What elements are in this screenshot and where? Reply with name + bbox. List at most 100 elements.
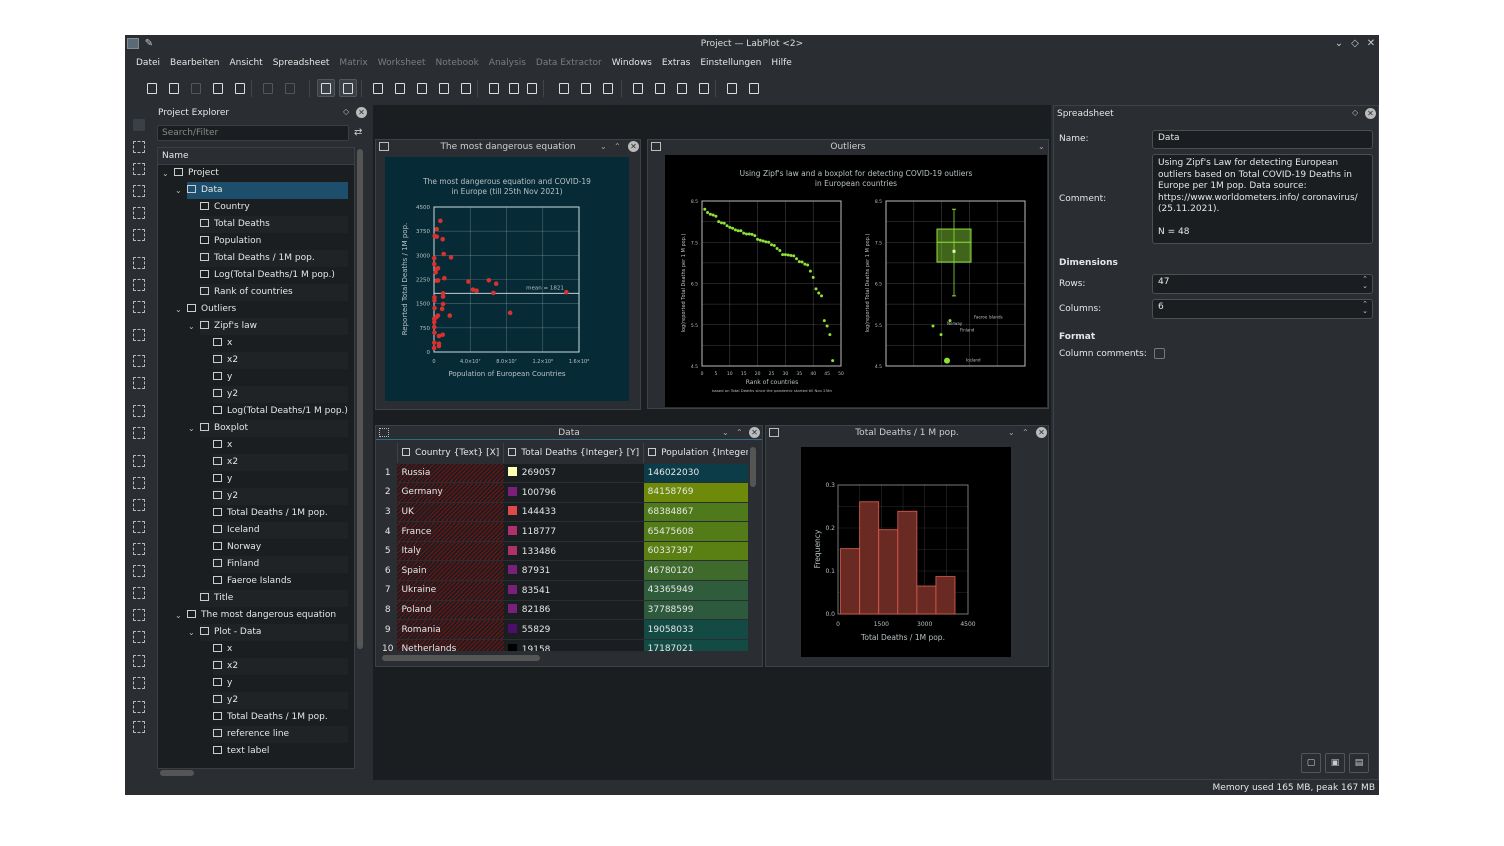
row-number[interactable]: 7 — [378, 580, 398, 601]
menu-einstellungen[interactable]: Einstellungen — [700, 58, 762, 68]
new-matrix-button[interactable] — [391, 79, 409, 97]
tree-item[interactable]: x2 — [213, 352, 348, 369]
sort-ascending-button[interactable] — [723, 79, 741, 97]
tree-item[interactable]: reference line — [213, 726, 348, 743]
data-point[interactable] — [770, 243, 773, 247]
maximize-icon[interactable]: ⌃ — [736, 428, 743, 437]
cell-total-deaths[interactable]: 55829 — [503, 619, 644, 640]
minimize-icon[interactable]: ⌄ — [600, 142, 607, 151]
tree-item[interactable]: x — [213, 641, 348, 658]
chevron-down-icon[interactable]: ⌄ — [188, 628, 195, 637]
worksheet-tool-12-icon[interactable] — [133, 377, 145, 389]
cell-total-deaths[interactable]: 100796 — [503, 482, 644, 503]
data-point[interactable] — [440, 236, 445, 242]
cell-total-deaths[interactable]: 144433 — [503, 502, 644, 523]
scatter-chart-dangerous-equation[interactable]: The most dangerous equation and COVID-19… — [385, 157, 629, 401]
data-point[interactable] — [820, 294, 824, 298]
minimize-icon[interactable]: ⌄ — [722, 428, 729, 437]
data-point[interactable] — [808, 269, 812, 273]
data-point[interactable] — [750, 232, 754, 236]
row-number[interactable]: 6 — [378, 560, 398, 582]
data-point[interactable] — [432, 298, 437, 303]
column-header[interactable]: Total Deaths {Integer} [Y] — [503, 443, 645, 464]
cell-population[interactable]: 68384867 — [643, 502, 748, 523]
cell-country[interactable]: Italy — [397, 541, 504, 562]
data-point[interactable] — [474, 288, 479, 293]
data-point[interactable] — [431, 319, 437, 325]
data-point[interactable] — [431, 316, 437, 322]
data-point[interactable] — [744, 232, 748, 236]
data-point[interactable] — [436, 343, 442, 349]
worksheet-tool-21-icon[interactable] — [133, 587, 145, 599]
chevron-down-icon[interactable]: ⌄ — [188, 424, 195, 433]
maximize-icon[interactable]: ⌃ — [614, 142, 621, 151]
cell-population[interactable]: 146022030 — [643, 463, 748, 484]
menu-extras[interactable]: Extras — [661, 58, 691, 68]
new-worksheet-button[interactable] — [413, 79, 431, 97]
data-point[interactable] — [432, 305, 437, 311]
close-icon[interactable]: ✕ — [749, 427, 760, 438]
worksheet-tool-3-icon[interactable] — [133, 163, 145, 175]
close-icon[interactable]: ✕ — [1036, 427, 1047, 438]
name-input[interactable]: Data — [1152, 130, 1373, 149]
data-point[interactable] — [493, 281, 499, 286]
tree-item[interactable]: Country — [200, 199, 348, 216]
data-point[interactable] — [731, 226, 735, 230]
pin-icon[interactable]: ✎ — [144, 38, 154, 49]
tree-item[interactable]: x2 — [213, 454, 348, 471]
data-point[interactable] — [817, 291, 821, 295]
data-point[interactable] — [825, 324, 829, 328]
data-point[interactable] — [761, 239, 765, 243]
worksheet-tool-15-icon[interactable] — [133, 455, 145, 467]
data-point[interactable] — [440, 291, 446, 296]
data-point[interactable] — [733, 228, 737, 232]
histogram-bar[interactable] — [878, 529, 899, 615]
menu-analysis[interactable]: Analysis — [488, 58, 526, 68]
menu-spreadsheet[interactable]: Spreadsheet — [272, 58, 330, 68]
row-number[interactable]: 2 — [378, 482, 398, 503]
menu-windows[interactable]: Windows — [611, 58, 652, 68]
cell-population[interactable]: 37788599 — [643, 600, 748, 621]
tree-item[interactable]: y2 — [213, 386, 348, 403]
data-point[interactable] — [803, 262, 807, 266]
worksheet-tool-25-icon[interactable] — [133, 677, 145, 689]
data-point[interactable] — [434, 234, 440, 239]
data-point[interactable] — [756, 237, 760, 241]
remove-column-button[interactable] — [673, 79, 691, 97]
worksheet-tool-4-icon[interactable] — [133, 185, 145, 197]
data-point[interactable] — [439, 306, 445, 312]
tree-horizontal-scrollbar[interactable] — [160, 770, 194, 776]
close-panel-button[interactable]: ✕ — [356, 107, 367, 118]
comment-textarea[interactable]: Using Zipf's Law for detecting European … — [1152, 154, 1373, 244]
tree-item[interactable]: ⌄ The most dangerous equation — [175, 607, 348, 624]
maximize-icon[interactable]: ◇ — [1351, 38, 1359, 49]
subwindow-data[interactable]: Data ⌄ ⌃ ✕ Country {Text} [X] Total Deaths … — [375, 425, 763, 667]
chevron-down-icon[interactable]: ⌄ — [175, 305, 182, 314]
worksheet-tool-6-icon[interactable] — [133, 229, 145, 241]
histogram-bar[interactable] — [897, 510, 918, 615]
columns-spinbox[interactable]: 6 ⌃ ⌄ — [1152, 299, 1373, 319]
tree-item[interactable]: text label — [213, 743, 348, 760]
data-point[interactable] — [725, 224, 729, 228]
minimize-icon[interactable]: ⌄ — [1334, 38, 1344, 49]
cell-country[interactable]: Germany — [397, 482, 504, 503]
data-point[interactable] — [764, 240, 768, 244]
tree-item[interactable]: y — [213, 675, 348, 692]
subwindow-outliers[interactable]: Outliers ⌄ Using Zipf's law and a boxplo… — [647, 139, 1049, 409]
worksheet-tool-13-icon[interactable] — [133, 405, 145, 417]
tree-item[interactable]: y2 — [213, 692, 348, 709]
add-columns-button[interactable] — [577, 79, 595, 97]
tree-item[interactable]: Population — [200, 233, 348, 250]
new-project-button[interactable] — [143, 79, 161, 97]
tree-item[interactable]: ⌄ Boxplot — [188, 420, 348, 437]
tree-item[interactable]: Log(Total Deaths/1 M pop.) — [200, 267, 348, 284]
sheet-vertical-scrollbar[interactable] — [750, 447, 756, 487]
row-number[interactable]: 8 — [378, 600, 398, 621]
data-point[interactable] — [767, 240, 771, 244]
import-menu-button[interactable] — [505, 79, 523, 97]
data-point[interactable] — [717, 220, 721, 224]
save-button[interactable] — [187, 79, 205, 97]
chevron-down-icon[interactable]: ⌄ — [162, 169, 169, 178]
data-point[interactable] — [800, 260, 804, 264]
data-point[interactable] — [436, 333, 442, 339]
